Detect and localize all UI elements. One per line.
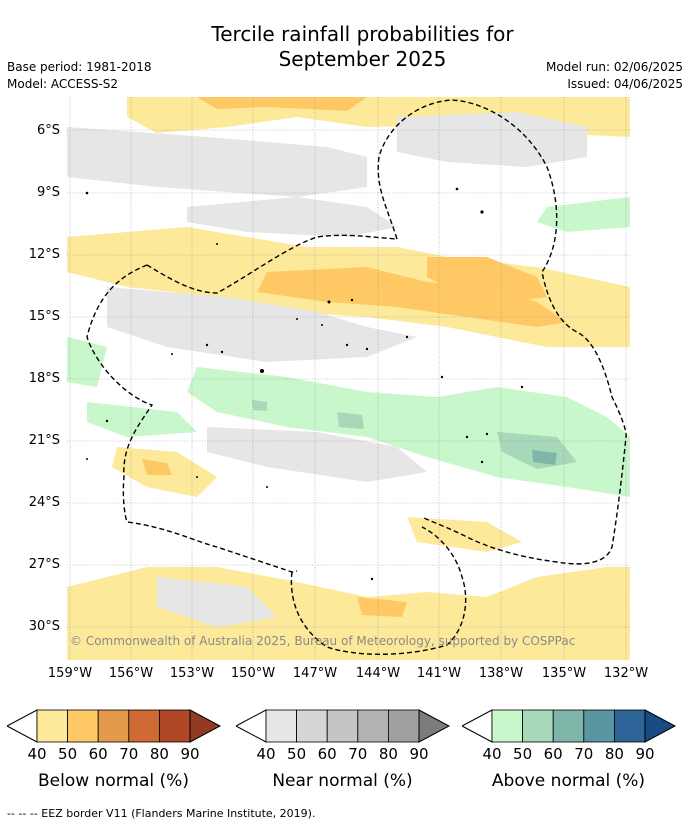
islands [85, 187, 524, 581]
colorbar-segment [491, 709, 524, 743]
above-normal-area [532, 450, 557, 465]
near-normal-area [157, 577, 277, 627]
colorbar-segment [613, 709, 646, 743]
colorbar-segment [387, 709, 420, 743]
colorbar-segment [265, 709, 298, 743]
model-info: Base period: 1981-2018 Model: ACCESS-S2 [7, 59, 152, 93]
near-normal-colorbar [236, 709, 451, 743]
colorbar-tick: 90 [180, 745, 200, 763]
lon-label-159w: 159°W [47, 666, 93, 681]
below-normal-area [142, 459, 172, 475]
colorbar-segment [583, 709, 615, 743]
map-canvas [67, 97, 630, 660]
above-normal-area [537, 197, 630, 232]
lat-label-6s: 6°S [36, 123, 60, 138]
colorbar-tick: 70 [574, 745, 594, 763]
colorbar-tick: 50 [287, 745, 307, 763]
lon-label-138w: 138°W [478, 666, 524, 681]
lat-label-27s: 27°S [28, 557, 60, 572]
lon-label-156w: 156°W [108, 666, 154, 681]
lat-label-24s: 24°S [28, 495, 60, 510]
colorbar-tick: 70 [119, 745, 139, 763]
model-run-date: Model run: 02/06/2025 [545, 60, 683, 74]
map-background [67, 97, 630, 660]
colorbar-segment [522, 709, 554, 743]
lon-label-135w: 135°W [541, 666, 587, 681]
lon-label-150w: 150°W [230, 666, 276, 681]
colorbar-segment [158, 709, 191, 743]
above-normal-label: Above normal (%) [491, 771, 646, 791]
below-normal-area [427, 257, 547, 302]
above-normal-area [252, 400, 267, 411]
colorbar-tick: 90 [409, 745, 429, 763]
below-normal-colorbar [7, 709, 222, 743]
colorbar-tick: 80 [378, 745, 398, 763]
near-normal-area [187, 197, 397, 237]
colorbar-tick: 90 [635, 745, 655, 763]
model-name: Model: ACCESS-S2 [7, 77, 119, 91]
run-info: Model run: 02/06/2025 Issued: 04/06/2025 [546, 59, 683, 93]
near-normal-area [67, 127, 367, 197]
colorbar-tick: 60 [317, 745, 337, 763]
colorbar-segment [296, 709, 328, 743]
issued-date: Issued: 04/06/2025 [567, 77, 683, 91]
colorbar-tick: 40 [256, 745, 276, 763]
lat-label-18s: 18°S [28, 371, 60, 386]
below-normal-area [357, 597, 407, 617]
colorbar-tick: 60 [543, 745, 563, 763]
below-normal-area [257, 267, 567, 327]
above-normal-colorbar [462, 709, 677, 743]
below-normal-area [407, 517, 522, 552]
base-period: Base period: 1981-2018 [7, 60, 152, 74]
colorbar-tick: 40 [27, 745, 47, 763]
colorbar-segment [552, 709, 585, 743]
lon-label-153w: 153°W [169, 666, 215, 681]
eez-legend: -- -- -- EEZ border V11 (Flanders Marine… [7, 807, 316, 820]
colorbar-tick: 40 [482, 745, 502, 763]
eez-borders [86, 99, 627, 655]
colorbar-segment [67, 709, 99, 743]
colorbar-tick: 60 [88, 745, 108, 763]
colorbar-tick: 50 [58, 745, 78, 763]
lat-label-12s: 12°S [28, 247, 60, 262]
colorbar-tick: 80 [149, 745, 169, 763]
colorbar-segment [326, 709, 359, 743]
chart-title: Tercile rainfall probabilities for Septe… [0, 22, 690, 72]
lon-label-141w: 141°W [416, 666, 462, 681]
colorbar-segment [128, 709, 160, 743]
colorbar-tick: 80 [604, 745, 624, 763]
above-normal-area [67, 337, 107, 387]
near-normal-area [107, 287, 417, 362]
lon-label-147w: 147°W [292, 666, 338, 681]
above-normal-area [337, 412, 364, 429]
title-line-1: Tercile rainfall probabilities for [211, 22, 514, 46]
above-normal-area [187, 367, 630, 497]
copyright-notice: © Commonwealth of Australia 2025, Bureau… [70, 634, 576, 648]
rainfall-map [67, 97, 630, 660]
lat-label-9s: 9°S [36, 185, 60, 200]
lat-label-21s: 21°S [28, 433, 60, 448]
colorbar-tick: 70 [348, 745, 368, 763]
lon-label-144w: 144°W [355, 666, 401, 681]
lon-label-132w: 132°W [603, 666, 649, 681]
colorbar-segment [97, 709, 130, 743]
below-normal-area [197, 97, 367, 111]
colorbar-segment [357, 709, 389, 743]
below-normal-label: Below normal (%) [38, 771, 189, 791]
lat-label-15s: 15°S [28, 309, 60, 324]
colorbar-segment [36, 709, 69, 743]
colorbar-tick: 50 [513, 745, 533, 763]
lat-label-30s: 30°S [28, 619, 60, 634]
title-line-2: September 2025 [278, 47, 447, 71]
near-normal-label: Near normal (%) [272, 771, 413, 791]
